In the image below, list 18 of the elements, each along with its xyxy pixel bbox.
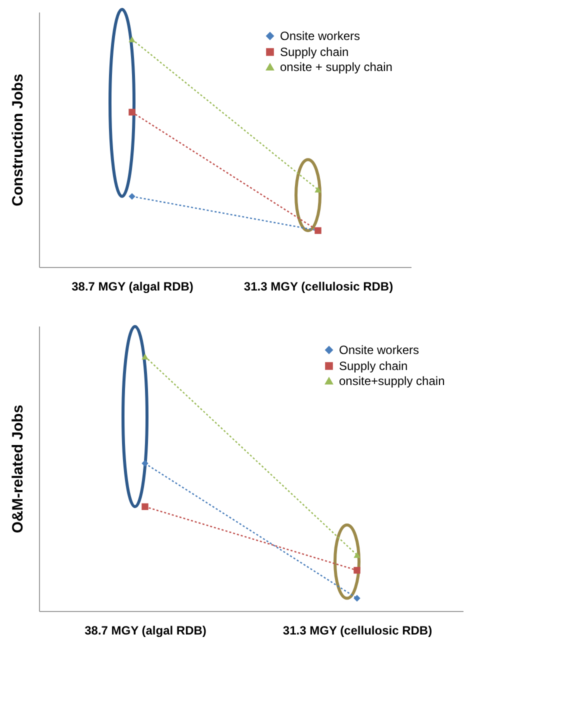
y-axis-title: O&M-related Jobs <box>10 404 26 534</box>
legend-label: onsite+supply chain <box>339 374 445 388</box>
legend-label: onsite + supply chain <box>280 60 392 74</box>
x-tick-label: 38.7 MGY (algal RDB) <box>72 280 194 294</box>
point <box>128 193 136 200</box>
point <box>354 566 360 574</box>
y-axis-title: Construction Jobs <box>10 74 26 206</box>
point <box>128 108 136 116</box>
legend-label: Supply chain <box>280 45 349 59</box>
x-tick-label: 31.3 MGY (cellulosic RDB) <box>244 280 394 294</box>
x-tick-label: 38.7 MGY (algal RDB) <box>84 624 206 638</box>
point <box>354 594 360 602</box>
legend-label: Onsite workers <box>280 29 360 43</box>
point <box>142 503 148 510</box>
x-tick-label: 31.3 MGY (cellulosic RDB) <box>282 624 432 638</box>
point <box>142 460 148 467</box>
legend-label: Onsite workers <box>339 343 420 357</box>
legend-label: Supply chain <box>339 359 408 373</box>
